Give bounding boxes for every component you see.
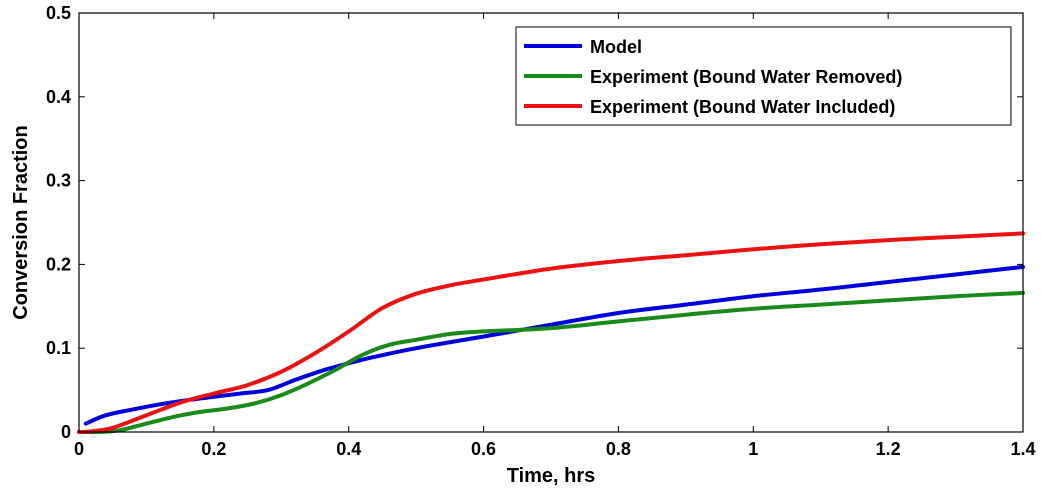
x-axis: 0 0.2 0.4 0.6 0.8 1 1.2 1.4 [74, 13, 1036, 459]
y-axis-title: Conversion Fraction [10, 125, 32, 319]
series-line-0 [83, 264, 1025, 426]
y-tick-label: 0.3 [46, 171, 71, 191]
y-tick-label: 0.2 [46, 254, 71, 274]
x-tick-label: 0.2 [201, 439, 226, 459]
y-tick-label: 0.1 [46, 338, 71, 358]
series-line-1 [77, 290, 1025, 435]
legend-entries: Model Experiment (Bound Water Removed) Exp… [524, 37, 902, 117]
x-tick-label: 0.6 [471, 439, 496, 459]
x-tick-label: 1.4 [1010, 439, 1035, 459]
legend-label-0: Model [590, 37, 642, 57]
y-axis: 0 0.1 0.2 0.3 0.4 0.5 [46, 3, 1023, 442]
plot-lines [77, 231, 1025, 435]
y-tick-label: 0.5 [46, 3, 71, 23]
legend-box [515, 26, 1012, 126]
legend: Model Experiment (Bound Water Removed) Exp… [515, 26, 1012, 126]
y-tick-label: 0.4 [46, 87, 71, 107]
x-tick-label: 0 [74, 439, 84, 459]
plot-frame [78, 12, 1024, 433]
x-tick-label: 1 [748, 439, 758, 459]
legend-label-2: Experiment (Bound Water Included) [590, 97, 895, 117]
x-tick-label: 0.8 [606, 439, 631, 459]
y-tick-label: 0 [61, 422, 71, 442]
x-tick-label: 1.2 [876, 439, 901, 459]
series-line-2 [77, 231, 1025, 434]
x-tick-label: 0.4 [336, 439, 361, 459]
legend-label-1: Experiment (Bound Water Removed) [590, 67, 902, 87]
x-axis-title: Time, hrs [507, 465, 596, 487]
